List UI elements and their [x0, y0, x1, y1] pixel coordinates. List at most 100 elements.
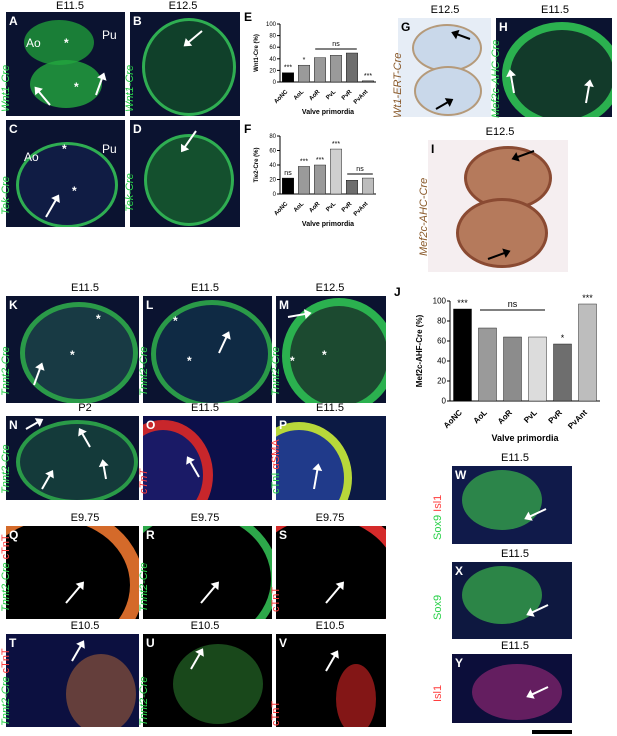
stain-label-a: Sox9 — [432, 514, 444, 540]
stain-label: cTnT — [270, 700, 282, 726]
panel-n: N — [6, 416, 139, 500]
panel-letter: H — [499, 20, 508, 34]
x-tick-label: AoL — [293, 89, 306, 102]
bar — [528, 336, 547, 402]
chart-e: E 0 20 40 60 80 100 AoNC *** AoL * AoR PvL PvR PvAnt **… — [244, 10, 376, 116]
stain-label: cTnT — [270, 586, 282, 612]
y-axis-label: Wnt1-Cre (%) — [254, 34, 260, 72]
stage-label: E12.5 — [315, 282, 345, 294]
genotype-label: Tnnt2-Cre — [0, 346, 12, 396]
y-tick-label: 100 — [433, 297, 447, 306]
stain-label: Isl1 — [432, 684, 444, 702]
stage-label: E9.75 — [70, 512, 100, 524]
panel-letter: N — [9, 418, 18, 432]
x-tick-label: PvAnt — [566, 408, 589, 431]
x-tick-label: AoNC — [442, 408, 464, 430]
asterisk: * — [322, 348, 327, 362]
x-axis-label: Valve primordia — [302, 221, 354, 228]
tissue — [412, 24, 482, 72]
genotype-label: Tnnt2-Cre — [270, 346, 282, 396]
panel-letter: P — [279, 418, 288, 432]
chart-f: F 0 20 40 60 80 AoNC ns AoL *** AoR *** PvL *** PvR PvA… — [244, 122, 376, 228]
bar — [314, 164, 326, 195]
stage-label: E11.5 — [501, 640, 529, 652]
ao-label: Ao — [26, 36, 41, 50]
panel-w: W — [452, 466, 572, 544]
panel-letter: B — [133, 14, 142, 28]
tissue — [20, 302, 138, 403]
stain-label: Tnnt2-Cre cTnT — [0, 534, 12, 612]
x-tick-label: AoNC — [273, 201, 289, 217]
panel-letter: Q — [9, 528, 19, 542]
significance-label: * — [303, 57, 306, 64]
stage-label: E9.75 — [315, 512, 345, 524]
y-tick-label: 60 — [269, 149, 276, 155]
pu-label: Pu — [102, 28, 117, 42]
ns-label: ns — [508, 299, 518, 309]
panel-h: H — [496, 18, 612, 117]
stage-label: E11.5 — [541, 4, 569, 16]
panel-x: X — [452, 562, 572, 639]
panel-letter: J — [394, 285, 401, 299]
x-tick-label: AoR — [308, 201, 321, 214]
panel-letter: W — [455, 468, 467, 482]
y-tick-label: 80 — [269, 34, 276, 40]
stage-label: E10.5 — [315, 620, 345, 632]
significance-label: * — [561, 333, 565, 343]
bar — [346, 180, 358, 195]
genotype-label: Wnt1-Cre — [124, 64, 136, 112]
panel-letter: U — [146, 636, 155, 650]
significance-label: *** — [332, 141, 340, 148]
y-tick-label: 20 — [269, 178, 276, 184]
stage-label: E11.5 — [501, 548, 529, 560]
x-tick-label: AoR — [496, 408, 514, 426]
panel-t: T — [6, 634, 139, 727]
x-tick-label: PvAnt — [353, 89, 370, 106]
bar — [330, 148, 342, 195]
tissue — [16, 142, 118, 227]
asterisk: * — [64, 36, 69, 50]
tissue — [142, 18, 236, 116]
genotype-label: Mef2c-AHC-Cre — [418, 177, 430, 256]
panel-c: C Ao Pu * * — [6, 120, 125, 227]
genotype-label: Wnt1-Cre — [0, 64, 12, 112]
stage-label: E9.75 — [190, 512, 220, 524]
x-axis-label: Valve primordia — [302, 109, 354, 116]
panel-letter: A — [9, 14, 18, 28]
y-tick-label: 20 — [437, 377, 446, 386]
panel-m: M * * — [276, 296, 386, 403]
asterisk: * — [70, 348, 75, 362]
x-tick-label: AoL — [293, 201, 306, 214]
panel-d: D — [130, 120, 240, 227]
stage-label: E11.5 — [71, 282, 99, 294]
stain-label: Sox9 — [432, 594, 444, 620]
genotype-label: Wt1-ERT-Cre — [392, 52, 404, 118]
bar — [282, 72, 294, 83]
tissue — [336, 664, 376, 727]
stain-label: cTnI αSMA — [270, 439, 282, 494]
panel-y: Y — [452, 654, 572, 723]
bar — [298, 64, 310, 83]
tissue — [144, 134, 234, 226]
significance-label: *** — [364, 73, 372, 80]
stain-label-b: Isl1 — [432, 494, 444, 512]
stain-label-b: αSMA — [270, 439, 282, 470]
x-tick-label: AoR — [308, 89, 321, 102]
ns-label: ns — [356, 166, 364, 173]
panel-letter: S — [279, 528, 288, 542]
significance-label: *** — [457, 298, 468, 308]
x-tick-label: PvR — [341, 89, 354, 102]
ns-label: ns — [332, 41, 340, 48]
stain-label-b: cTnT — [0, 648, 12, 674]
panel-letter: F — [244, 122, 251, 136]
panel-letter: Y — [455, 656, 464, 670]
panel-letter: M — [279, 298, 289, 312]
pu-label: Pu — [102, 142, 117, 156]
panel-letter: C — [9, 122, 18, 136]
bar — [314, 57, 326, 83]
tissue — [30, 60, 102, 108]
panel-g: G — [398, 18, 491, 117]
x-tick-label: PvR — [341, 201, 354, 214]
panel-letter: E — [244, 10, 252, 24]
y-tick-label: 80 — [437, 317, 446, 326]
